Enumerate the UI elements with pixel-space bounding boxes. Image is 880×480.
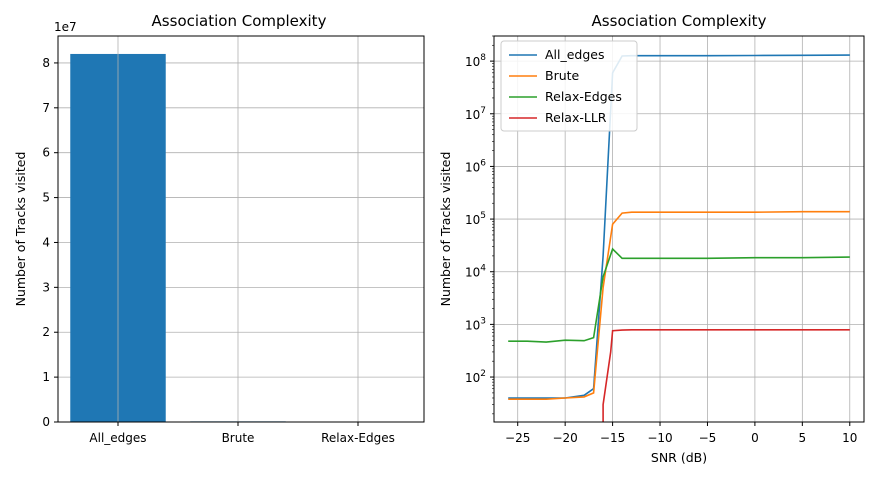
- right-x-tick-label: −5: [699, 431, 717, 445]
- right-y-axis-label: Number of Tracks visited: [438, 152, 453, 307]
- left-y-tick-label: 4: [42, 235, 50, 249]
- legend: All_edges Brute Relax-Edges Relax-LLR: [500, 40, 638, 132]
- right-x-tick-label: 5: [799, 431, 807, 445]
- left-y-tick-label: 6: [42, 146, 50, 160]
- right-x-tick-label: 10: [842, 431, 857, 445]
- right-x-tick-label: −25: [505, 431, 530, 445]
- right-y-tick-label: 102: [465, 369, 486, 385]
- right-x-tick-label: −15: [600, 431, 625, 445]
- right-y-tick-label: 108: [465, 53, 486, 69]
- right-y-tick-label: 106: [465, 158, 486, 174]
- right-y-tick-label: 107: [465, 106, 486, 122]
- bar-chart: 0 1 2 3 4 5 6 7 8 All_edges Brute Relax-Edges Assoc…: [13, 12, 425, 445]
- right-x-tick-label: −10: [647, 431, 672, 445]
- right-axes-frame: [493, 35, 865, 423]
- right-x-axis-label: SNR (dB): [651, 450, 707, 465]
- right-x-tick-label: 0: [751, 431, 759, 445]
- legend-label-relax-edges: Relax-Edges: [545, 89, 622, 104]
- series-line-relax-llr: [602, 329, 850, 422]
- left-y-tick-label: 2: [42, 325, 50, 339]
- legend-box: [500, 40, 638, 132]
- right-y-tick-label: 104: [465, 264, 486, 280]
- right-y-tick-label: 105: [465, 211, 486, 227]
- legend-label-brute: Brute: [545, 68, 580, 83]
- left-chart-title: Association Complexity: [152, 12, 327, 30]
- series-line-relax-edges: [508, 247, 850, 343]
- left-y-tick-label: 7: [42, 101, 50, 115]
- legend-label-relax-llr: Relax-LLR: [545, 110, 607, 125]
- left-y-axis-label: Number of Tracks visited: [13, 152, 28, 307]
- left-y-tick-label: 8: [42, 56, 50, 70]
- left-y-tick-label: 5: [42, 191, 50, 205]
- right-x-tick-label: −20: [552, 431, 577, 445]
- left-x-tick-label: All_edges: [89, 431, 146, 445]
- left-offset-label: 1e7: [54, 20, 77, 34]
- left-y-tick-label: 3: [42, 280, 50, 294]
- left-y-tick-label: 1: [42, 370, 50, 384]
- left-x-tick-label: Brute: [222, 431, 255, 445]
- series-line-brute: [508, 210, 850, 400]
- left-x-tick-label: Relax-Edges: [321, 431, 395, 445]
- left-y-tick-label: 0: [42, 415, 50, 429]
- left-axes-frame: [57, 35, 425, 423]
- line-chart: −25 −20 −15 −10 −5 0 5 10102103104105106107108 …: [438, 12, 865, 465]
- right-y-tick-label: 103: [465, 316, 486, 332]
- right-chart-title: Association Complexity: [592, 12, 767, 30]
- legend-label-all_edges: All_edges: [545, 47, 605, 62]
